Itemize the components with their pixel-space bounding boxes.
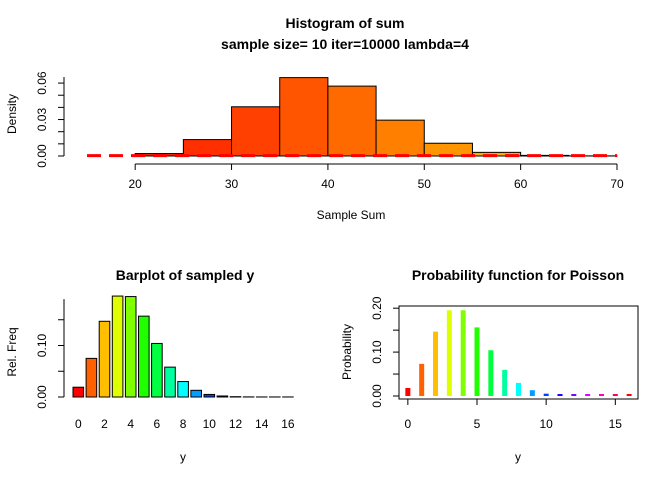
histogram-y-axis: 0.00 0.03 0.06: [35, 71, 64, 168]
x-tick-label: 6: [154, 417, 161, 431]
barplot-x-axis: 0 2 4 6 8 10 12 14 16: [75, 417, 295, 431]
x-tick-label: 70: [610, 177, 624, 191]
histogram-subtitle: sample size= 10 iter=10000 lambda=4: [221, 36, 469, 52]
x-tick-label: 12: [229, 417, 243, 431]
x-tick-label: 15: [609, 417, 623, 431]
x-tick-label: 10: [539, 417, 553, 431]
y-tick-label: 0.10: [370, 340, 384, 364]
y-tick-label: 0.06: [35, 71, 49, 95]
barplot-title: Barplot of sampled y: [116, 267, 255, 283]
histogram-title: Histogram of sum: [285, 15, 404, 31]
y-tick-label: 0.00: [35, 144, 49, 168]
histogram-bar: [328, 86, 376, 156]
barplot-bar: [165, 367, 176, 397]
y-tick-label: 0.10: [35, 333, 49, 357]
x-tick-label: 16: [281, 417, 295, 431]
barplot-bar: [204, 394, 215, 397]
barplot-bar: [152, 343, 163, 397]
barplot-bar: [86, 358, 97, 397]
x-tick-label: 40: [321, 177, 335, 191]
y-tick-label: 0.00: [370, 384, 384, 408]
barplot-bars: [73, 296, 293, 397]
barplot-bar: [191, 390, 202, 397]
histogram-bar: [232, 107, 280, 156]
barplot-bar: [217, 396, 228, 397]
histogram-y-label: Density: [5, 94, 19, 134]
y-tick-label: 0.00: [35, 385, 49, 409]
poisson-y-axis: 0.00 0.10 0.20: [370, 296, 399, 407]
x-tick-label: 14: [255, 417, 269, 431]
barplot-x-label: y: [180, 450, 186, 464]
x-tick-label: 30: [225, 177, 239, 191]
poisson-y-label: Probability: [340, 324, 354, 380]
x-tick-label: 2: [101, 417, 108, 431]
barplot-bar: [178, 382, 189, 397]
x-tick-label: 60: [514, 177, 528, 191]
barplot-bar: [73, 387, 84, 397]
x-tick-label: 8: [180, 417, 187, 431]
x-tick-label: 10: [203, 417, 217, 431]
x-tick-label: 5: [474, 417, 481, 431]
y-tick-label: 0.20: [370, 296, 384, 320]
barplot-y-label: Rel. Freq: [5, 327, 19, 376]
histogram-bar: [424, 143, 472, 156]
x-tick-label: 0: [405, 417, 412, 431]
barplot-bar: [99, 321, 110, 397]
histogram-bar: [183, 140, 231, 156]
poisson-title: Probability function for Poisson: [412, 267, 624, 283]
x-tick-label: 20: [129, 177, 143, 191]
y-tick-label: 0.03: [35, 108, 49, 132]
histogram-bar: [376, 120, 424, 156]
x-tick-label: 0: [75, 417, 82, 431]
poisson-spikes: [408, 310, 629, 396]
barplot-bar: [139, 316, 150, 397]
histogram-panel: Histogram of sum sample size= 10 iter=10…: [5, 15, 624, 222]
barplot-y-axis: 0.00 0.10: [35, 299, 64, 409]
x-tick-label: 4: [127, 417, 134, 431]
poisson-x-axis: 0 5 10 15: [405, 399, 623, 431]
poisson-x-label: y: [515, 450, 521, 464]
histogram-x-label: Sample Sum: [317, 208, 386, 222]
histogram-x-axis: 20 30 40 50 60 70: [129, 164, 624, 191]
histogram-bar: [280, 78, 328, 156]
x-tick-label: 50: [418, 177, 432, 191]
barplot-bar: [112, 296, 123, 397]
barplot-bar: [125, 297, 136, 397]
histogram-bars: [135, 78, 617, 156]
